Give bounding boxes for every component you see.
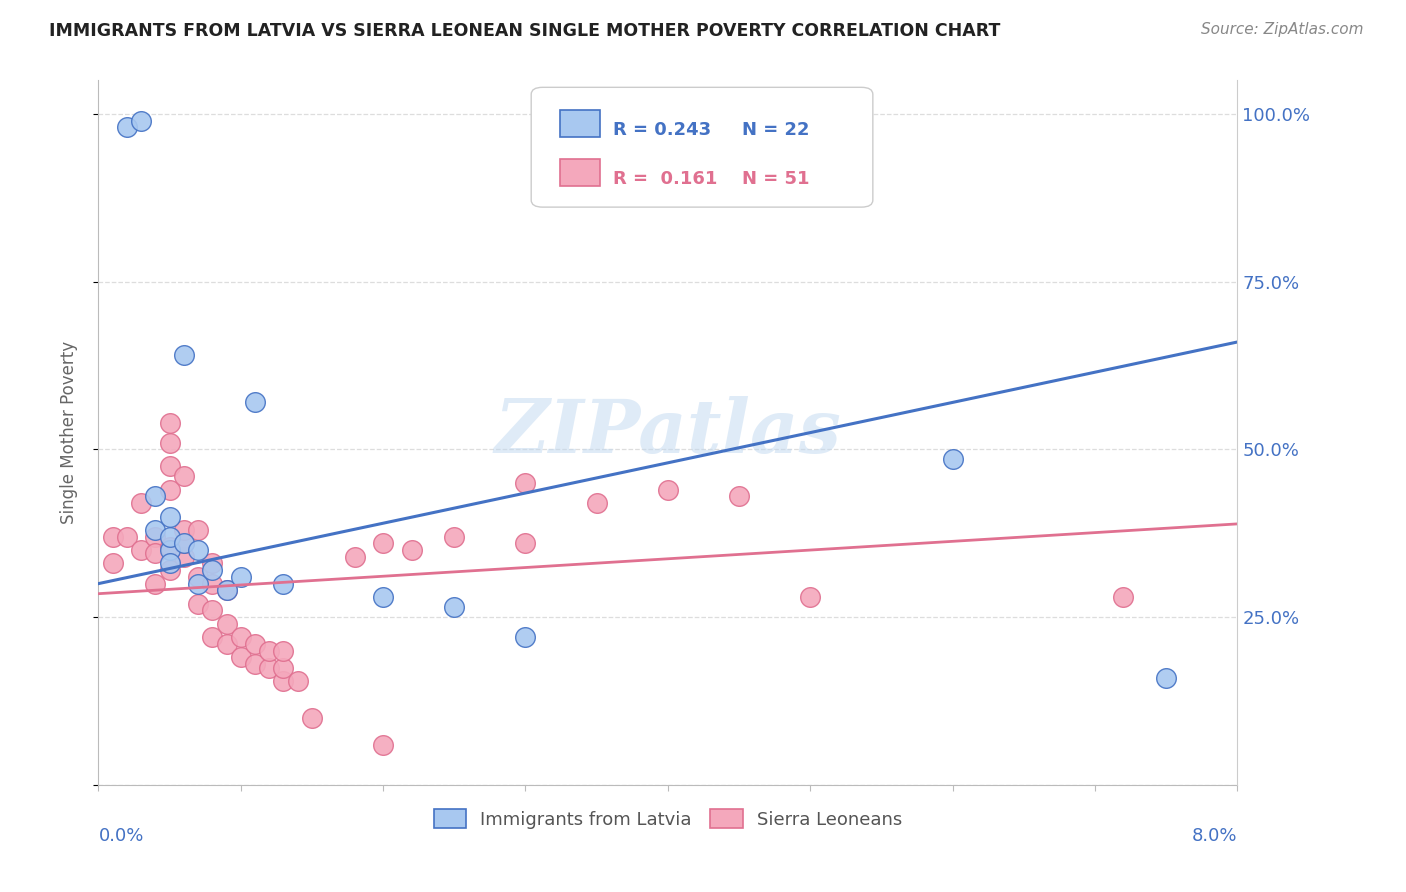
Text: R =  0.161: R = 0.161: [613, 170, 717, 188]
Point: [145, 530, 167, 544]
Point: [159, 543, 181, 558]
Point: [145, 523, 167, 537]
Point: [187, 523, 209, 537]
Point: [159, 459, 181, 474]
Point: [187, 576, 209, 591]
Point: [229, 630, 252, 644]
Point: [201, 557, 224, 571]
Point: [443, 530, 465, 544]
Text: N = 22: N = 22: [742, 121, 810, 139]
Point: [728, 489, 751, 503]
Text: R = 0.243: R = 0.243: [613, 121, 711, 139]
Point: [129, 113, 152, 128]
Point: [129, 543, 152, 558]
Y-axis label: Single Mother Poverty: Single Mother Poverty: [59, 341, 77, 524]
Point: [159, 509, 181, 524]
Point: [343, 549, 366, 564]
Point: [173, 536, 195, 550]
Point: [243, 657, 266, 672]
Point: [187, 570, 209, 584]
Point: [273, 644, 295, 658]
Point: [159, 416, 181, 430]
Point: [159, 483, 181, 497]
Point: [159, 557, 181, 571]
Point: [159, 530, 181, 544]
Legend: Immigrants from Latvia, Sierra Leoneans: Immigrants from Latvia, Sierra Leoneans: [426, 802, 910, 836]
Point: [229, 570, 252, 584]
Point: [515, 630, 537, 644]
Point: [101, 557, 124, 571]
Point: [115, 530, 138, 544]
Point: [159, 563, 181, 577]
Point: [129, 496, 152, 510]
Text: 0.0%: 0.0%: [98, 827, 143, 846]
Point: [173, 549, 195, 564]
Point: [173, 348, 195, 362]
Point: [657, 483, 679, 497]
FancyBboxPatch shape: [531, 87, 873, 207]
Point: [273, 576, 295, 591]
Text: ZIPatlas: ZIPatlas: [495, 396, 841, 469]
Point: [259, 660, 281, 674]
Point: [1112, 590, 1135, 604]
Point: [215, 616, 238, 631]
Point: [301, 711, 323, 725]
Point: [159, 540, 181, 554]
Point: [515, 475, 537, 490]
Point: [259, 644, 281, 658]
Point: [371, 590, 394, 604]
Point: [173, 523, 195, 537]
Point: [187, 543, 209, 558]
Point: [187, 597, 209, 611]
Point: [585, 496, 607, 510]
Point: [515, 536, 537, 550]
Point: [273, 660, 295, 674]
Point: [243, 395, 266, 409]
Bar: [560, 110, 599, 136]
Point: [942, 452, 965, 467]
Point: [215, 637, 238, 651]
Point: [201, 630, 224, 644]
Point: [215, 583, 238, 598]
Text: N = 51: N = 51: [742, 170, 810, 188]
Point: [243, 637, 266, 651]
Point: [799, 590, 821, 604]
Point: [145, 576, 167, 591]
Point: [401, 543, 423, 558]
Point: [273, 673, 295, 688]
Point: [145, 546, 167, 560]
Point: [287, 673, 309, 688]
Text: Source: ZipAtlas.com: Source: ZipAtlas.com: [1201, 22, 1364, 37]
Point: [371, 536, 394, 550]
Point: [145, 489, 167, 503]
Text: IMMIGRANTS FROM LATVIA VS SIERRA LEONEAN SINGLE MOTHER POVERTY CORRELATION CHART: IMMIGRANTS FROM LATVIA VS SIERRA LEONEAN…: [49, 22, 1001, 40]
Bar: [560, 159, 599, 186]
Point: [173, 469, 195, 483]
Point: [159, 435, 181, 450]
Point: [101, 530, 124, 544]
Point: [115, 120, 138, 135]
Point: [443, 600, 465, 615]
Point: [371, 738, 394, 752]
Point: [215, 583, 238, 598]
Point: [229, 650, 252, 665]
Point: [1154, 671, 1177, 685]
Point: [201, 603, 224, 617]
Point: [201, 576, 224, 591]
Text: 8.0%: 8.0%: [1192, 827, 1237, 846]
Point: [201, 563, 224, 577]
Point: [173, 536, 195, 550]
